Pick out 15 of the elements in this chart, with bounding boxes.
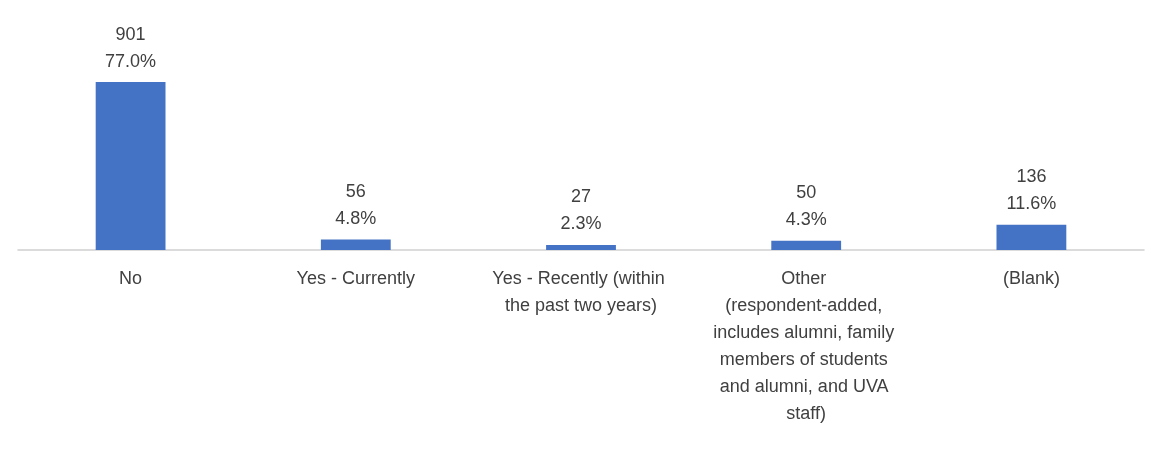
data-label: 901 77.0% — [105, 23, 157, 71]
x-tick-label: Yes - Recently (within the past two years) — [492, 267, 670, 315]
data-label: 136 11.6% — [1006, 166, 1057, 214]
x-tick-label: Yes - Currently — [296, 267, 415, 288]
data-label: 50 4.3% — [785, 182, 827, 230]
data-label: 27 2.3% — [560, 186, 602, 234]
bar — [996, 224, 1067, 250]
x-tick-label: No — [119, 267, 143, 288]
x-tick-label: Other (respondent-added, includes alumni, family members of students and alumni, and UVA staff) — [713, 267, 900, 423]
data-label: 56 4.8% — [335, 181, 377, 229]
bar — [546, 244, 616, 250]
bar — [771, 240, 842, 250]
x-tick-label: (Blank) — [1002, 267, 1060, 288]
bar — [95, 82, 166, 250]
bar — [320, 239, 391, 250]
